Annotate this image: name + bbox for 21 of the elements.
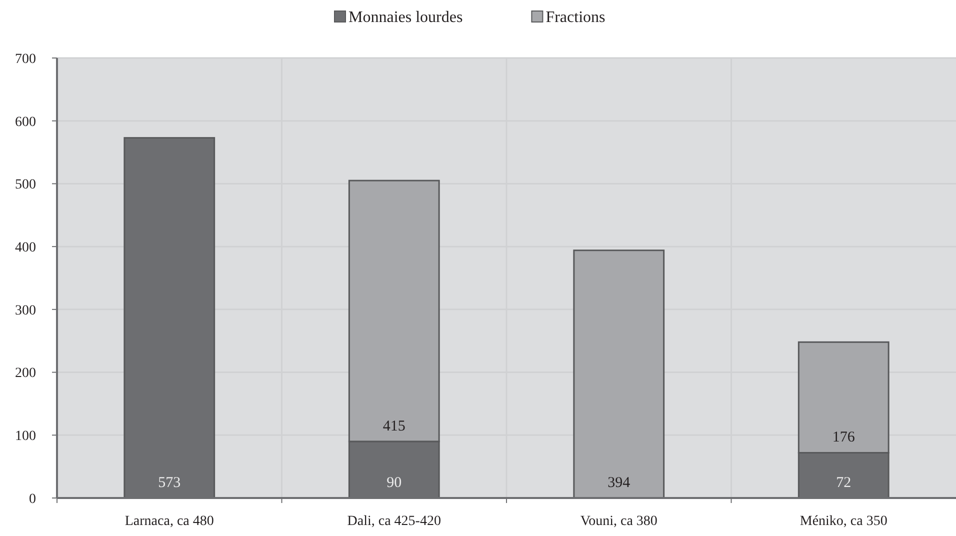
y-tick-label: 300 — [15, 303, 36, 318]
x-tick-label: Dali, ca 425-420 — [347, 514, 441, 529]
bar — [573, 250, 665, 499]
y-tick-label: 700 — [15, 52, 36, 67]
y-tick-label: 100 — [15, 429, 36, 444]
x-tick-label: Méniko, ca 350 — [800, 514, 888, 529]
y-tick-label: 400 — [15, 240, 36, 256]
data-label: 90 — [386, 475, 402, 491]
data-label: 176 — [832, 430, 856, 446]
data-label: 72 — [836, 475, 852, 491]
y-tick-label: 500 — [15, 178, 36, 193]
data-label: 415 — [382, 418, 406, 434]
data-label: 573 — [158, 475, 181, 491]
y-tick-label: 0 — [29, 492, 36, 507]
y-tick-label: 600 — [15, 114, 36, 130]
x-tick-label: Vouni, ca 380 — [580, 514, 658, 529]
legend-label: Fractions — [546, 9, 606, 26]
y-tick-label: 200 — [15, 366, 36, 382]
legend-label: Monnaies lourdes — [348, 9, 463, 26]
x-tick-label: Larnaca, ca 480 — [124, 514, 214, 529]
data-label: 394 — [608, 475, 631, 491]
